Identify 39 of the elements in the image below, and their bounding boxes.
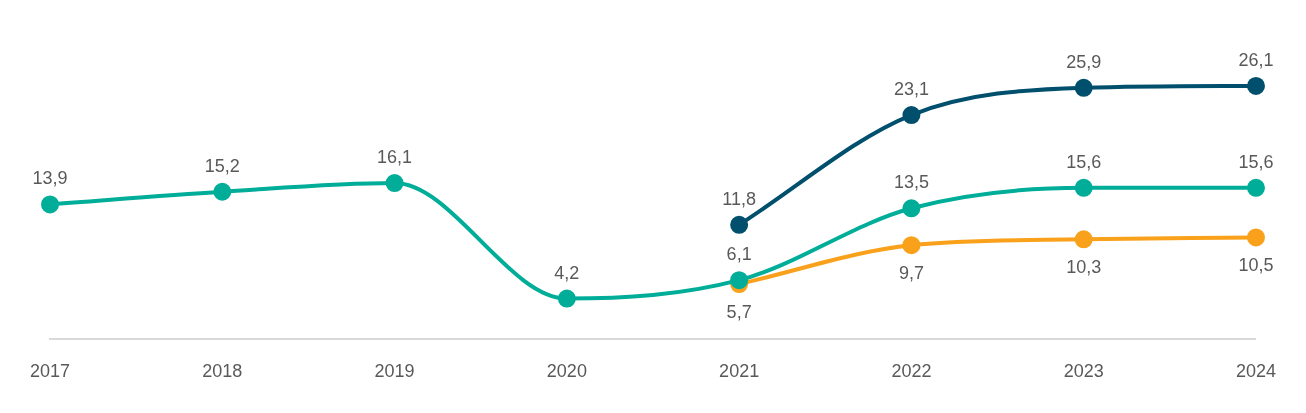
point xyxy=(1246,76,1265,95)
x-tick-label: 2023 xyxy=(1063,361,1104,382)
point xyxy=(902,106,921,125)
data-label: 15,6 xyxy=(1238,151,1274,172)
point xyxy=(1246,228,1265,247)
x-tick-label: 2018 xyxy=(202,361,243,382)
data-label: 23,1 xyxy=(893,78,929,99)
data-label: 5,7 xyxy=(726,302,752,322)
point xyxy=(730,215,749,234)
point xyxy=(41,195,60,214)
x-tick-label: 2024 xyxy=(1235,361,1276,382)
data-label: 13,9 xyxy=(32,168,68,189)
data-label: 16,1 xyxy=(377,146,413,167)
data-label: 26,1 xyxy=(1238,49,1274,70)
point xyxy=(1246,178,1265,197)
data-label: 11,8 xyxy=(722,188,756,209)
point xyxy=(1074,78,1093,97)
data-label: 4,2 xyxy=(554,262,580,283)
data-label: 15,6 xyxy=(1066,151,1102,172)
x-tick-label: 2020 xyxy=(546,361,587,382)
x-tick-label: 2019 xyxy=(374,361,415,382)
data-label: 10,3 xyxy=(1066,257,1102,278)
x-tick-label: 2021 xyxy=(719,361,760,382)
point xyxy=(902,199,921,218)
point xyxy=(557,289,576,308)
point xyxy=(385,174,404,193)
data-label: 6,1 xyxy=(726,244,752,265)
point xyxy=(1074,230,1093,249)
data-label: 10,5 xyxy=(1238,255,1274,276)
data-label: 15,2 xyxy=(204,155,240,176)
data-label: 13,5 xyxy=(893,172,929,193)
point xyxy=(213,182,232,201)
point xyxy=(1074,178,1093,197)
point xyxy=(902,236,921,255)
x-tick-label: 2017 xyxy=(30,361,71,382)
data-label: 25,9 xyxy=(1066,51,1102,72)
point xyxy=(730,271,749,290)
x-tick-label: 2022 xyxy=(891,361,932,382)
data-label: 9,7 xyxy=(898,263,924,284)
